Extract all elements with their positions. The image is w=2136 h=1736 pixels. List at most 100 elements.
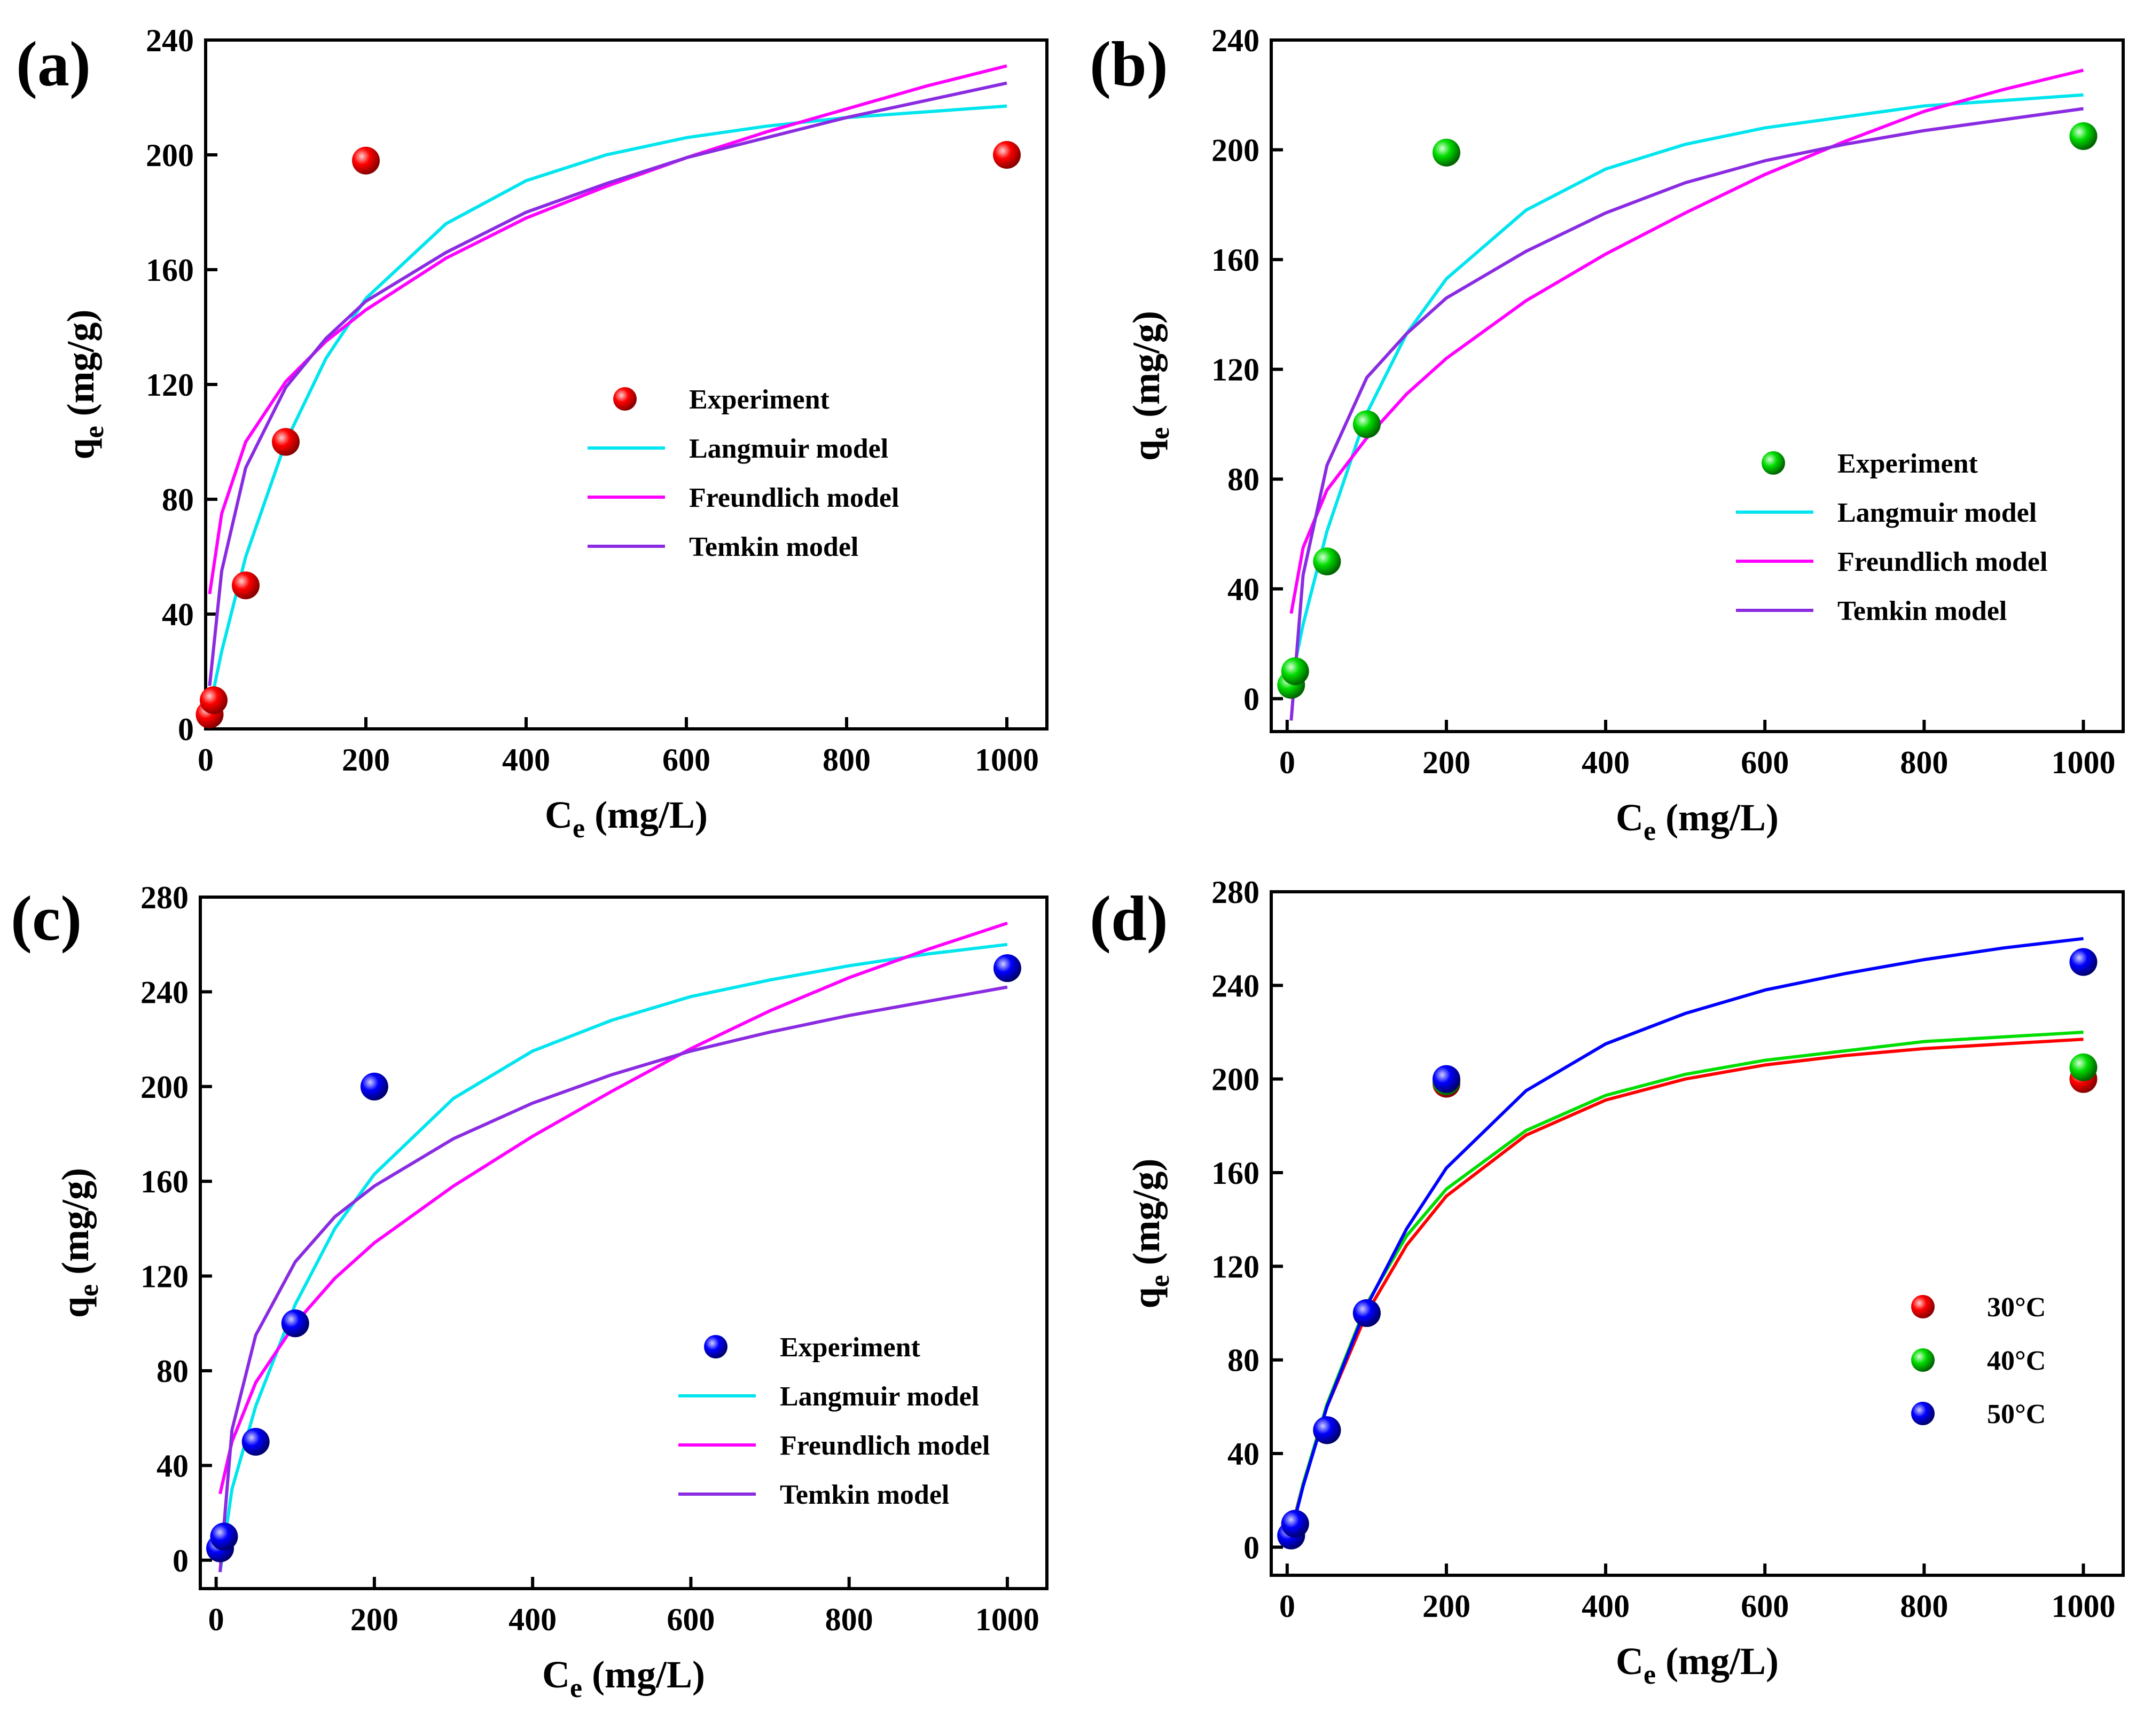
series-line-freundlich-model (218, 921, 1008, 1495)
x-axis-title-unit: (mg/L) (1656, 796, 1779, 839)
x-tick-label: 400 (1582, 745, 1630, 780)
series-line-freundlich-model (1289, 68, 2084, 614)
y-axis-title: qe (mg/g) (59, 309, 109, 459)
legend-marker (704, 1335, 727, 1358)
x-tick-label: 1000 (975, 742, 1039, 777)
x-tick-label: 800 (1900, 745, 1948, 780)
data-point-40-c (2069, 1053, 2098, 1081)
y-axis-title: qe (mg/g) (1125, 1158, 1175, 1308)
x-axis-title-sub: e (1644, 1660, 1656, 1690)
series-line-freundlich-model (208, 64, 1007, 594)
x-tick-label: 0 (1279, 1589, 1295, 1624)
legend-marker (613, 387, 637, 411)
x-axis-title-sub: e (1644, 816, 1656, 846)
x-tick-label: 800 (823, 742, 871, 777)
chart-panel-b: (b) 0 200 400 600 800 1000 0 40 80 120 160 200 240 Ce … (1090, 23, 2125, 846)
x-tick-label: 400 (1582, 1589, 1630, 1624)
legend-label: 50°C (1987, 1399, 2046, 1429)
x-tick-label: 200 (1422, 1589, 1470, 1624)
series-line-50-c-fit (1289, 937, 2084, 1534)
x-axis-title-sub: e (570, 1673, 582, 1703)
data-point-experiment (200, 686, 228, 714)
chart-panel-d: (d) 0 200 400 600 800 1000 0 40 80 120 160 200 240 280… (1090, 875, 2125, 1690)
y-tick-label: 40 (1227, 572, 1259, 607)
series-line-temkin-model (208, 81, 1007, 686)
x-axis-title-main: C (1616, 1640, 1644, 1683)
y-tick-label: 120 (146, 367, 194, 403)
x-axis-title-sub: e (573, 813, 585, 844)
plot-frame (1270, 38, 2125, 733)
y-tick-label: 280 (1211, 875, 1259, 910)
legend-label: 40°C (1987, 1346, 2046, 1376)
panel-label: (a) (16, 28, 91, 99)
legend-label: Experiment (689, 384, 830, 415)
series-line-langmuir-model (208, 104, 1007, 710)
data-point-experiment (210, 1522, 238, 1551)
data-point-experiment (360, 1072, 388, 1101)
y-tick-label: 80 (157, 1354, 189, 1389)
y-axis-title-sub: e (79, 426, 109, 438)
x-tick-label: 1000 (975, 1602, 1039, 1637)
x-tick-label: 600 (1741, 745, 1789, 780)
x-axis-title-unit: (mg/L) (585, 794, 708, 836)
plot-frame (204, 38, 1049, 730)
x-axis-title-main: C (1616, 796, 1644, 839)
panel-label: (d) (1090, 883, 1168, 954)
y-axis-title-main: q (1125, 439, 1168, 461)
x-tick-label: 0 (198, 742, 214, 777)
data-point-experiment (1432, 138, 1460, 167)
y-tick-label: 0 (173, 1543, 189, 1578)
data-point-50-c (2069, 948, 2098, 976)
y-tick-label: 0 (178, 712, 194, 747)
y-axis-title-unit: (mg/g) (59, 309, 102, 426)
chart-panel-a: (a) 0 200 400 600 800 1000 0 40 80 120 160 200 240 Ce … (16, 23, 1049, 844)
series-line-langmuir-model (1289, 93, 2084, 683)
legend-label: 30°C (1987, 1292, 2046, 1323)
x-tick-label: 200 (1422, 745, 1470, 780)
y-tick-label: 40 (157, 1448, 189, 1483)
y-tick-label: 200 (1211, 1062, 1259, 1097)
x-axis-title-unit: (mg/L) (582, 1653, 705, 1696)
y-tick-label: 240 (1211, 968, 1259, 1003)
y-tick-label: 0 (1243, 681, 1259, 717)
data-point-experiment (2069, 122, 2098, 150)
legend-label: Temkin model (1837, 596, 2007, 626)
legend-marker (1911, 1348, 1935, 1372)
y-tick-label: 160 (146, 253, 194, 288)
data-point-experiment (281, 1309, 309, 1338)
y-tick-label: 160 (1211, 242, 1259, 278)
legend-label: Freundlich model (689, 483, 899, 513)
y-tick-label: 80 (1227, 1343, 1259, 1378)
data-point-experiment (1313, 547, 1341, 576)
chart-panel-c: (c) 0 200 400 600 800 1000 0 40 80 120 160 200 240 280… (11, 880, 1049, 1703)
y-tick-label: 80 (1227, 462, 1259, 497)
legend-label: Langmuir model (1837, 498, 2037, 528)
x-axis-title: Ce (mg/L) (1616, 1640, 1779, 1690)
y-axis-title: qe (mg/g) (1125, 311, 1175, 461)
y-tick-label: 120 (1211, 1249, 1259, 1284)
y-axis-title-main: q (1125, 1287, 1168, 1308)
legend-label: Temkin model (780, 1480, 949, 1510)
legend-marker (1762, 451, 1785, 475)
x-axis-title-main: C (545, 794, 573, 836)
x-tick-label: 600 (1741, 1589, 1789, 1624)
legend-label: Experiment (1837, 449, 1978, 479)
series-line-30-c-fit (1289, 1038, 2084, 1531)
x-axis-title: Ce (mg/L) (545, 794, 708, 844)
data-point-experiment (1352, 410, 1381, 438)
y-tick-label: 0 (1243, 1530, 1259, 1565)
y-tick-label: 240 (140, 975, 189, 1010)
series-line-temkin-model (1289, 107, 2084, 721)
x-tick-label: 200 (342, 742, 390, 777)
x-tick-label: 0 (1279, 745, 1295, 780)
y-tick-label: 200 (146, 138, 194, 173)
legend-label: Langmuir model (780, 1381, 979, 1412)
data-point-experiment (1281, 657, 1309, 685)
y-axis-title-unit: (mg/g) (1125, 1158, 1168, 1275)
data-point-experiment (993, 141, 1021, 169)
legend-label: Temkin model (689, 532, 858, 562)
x-tick-label: 600 (667, 1602, 715, 1637)
data-point-50-c (1432, 1065, 1460, 1093)
data-point-50-c (1313, 1416, 1341, 1444)
